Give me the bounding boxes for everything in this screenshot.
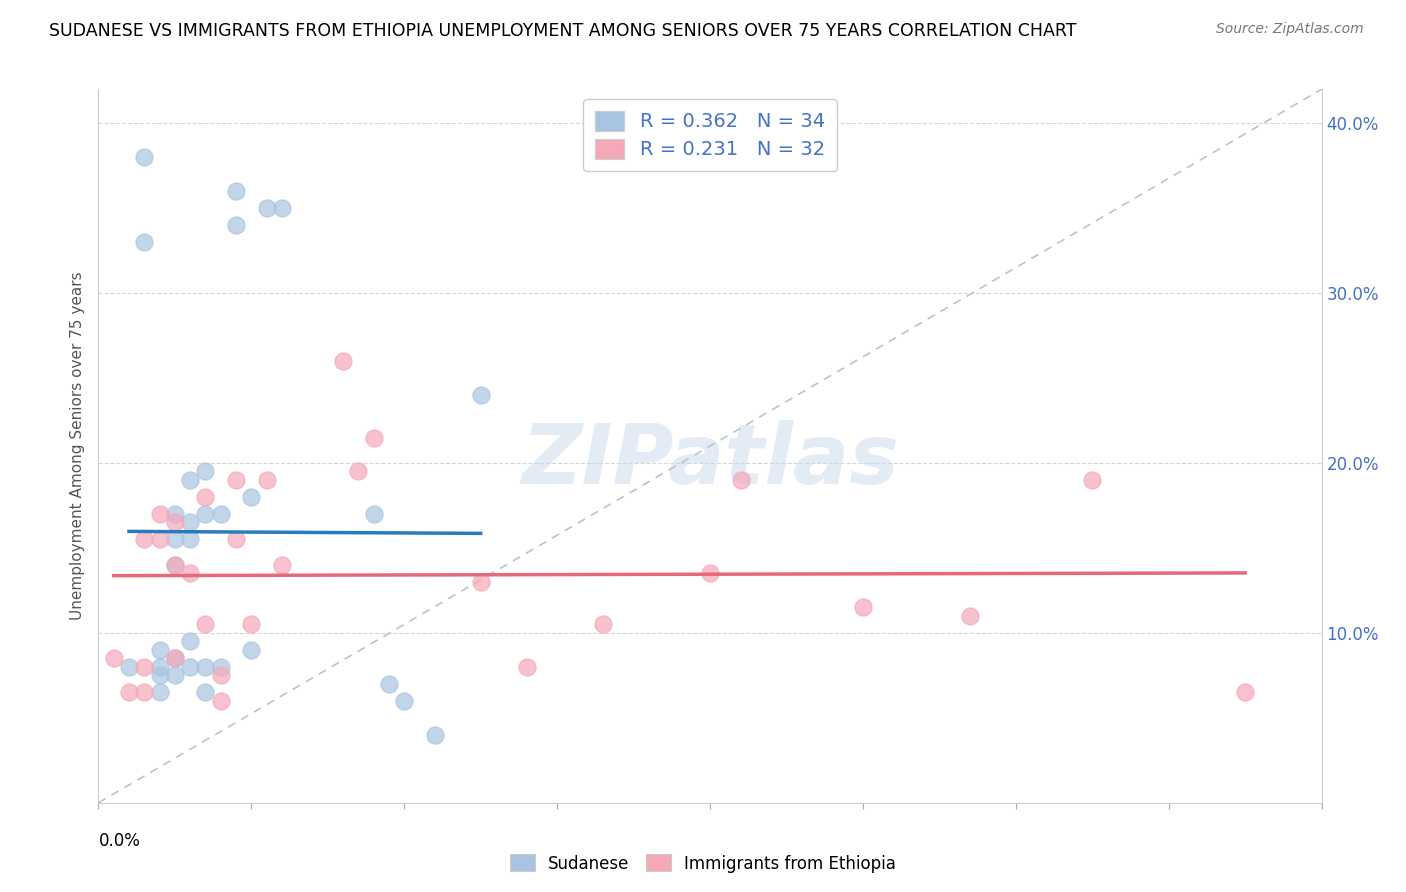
Point — [209, 507, 232, 521]
Point — [347, 465, 370, 479]
Point — [225, 218, 247, 232]
Point — [149, 668, 172, 682]
Point — [149, 533, 172, 547]
Point — [240, 490, 263, 504]
Point — [163, 558, 186, 572]
Point — [134, 660, 156, 674]
Point — [852, 600, 875, 615]
Point — [194, 465, 217, 479]
Point — [423, 728, 446, 742]
Point — [470, 388, 492, 402]
Point — [392, 694, 416, 708]
Point — [240, 617, 263, 632]
Point — [118, 660, 141, 674]
Point — [209, 668, 232, 682]
Point — [592, 617, 614, 632]
Legend: Sudanese, Immigrants from Ethiopia: Sudanese, Immigrants from Ethiopia — [503, 847, 903, 880]
Point — [270, 201, 294, 215]
Point — [256, 473, 278, 487]
Point — [270, 558, 294, 572]
Point — [256, 201, 278, 215]
Point — [179, 566, 201, 581]
Point — [149, 643, 172, 657]
Point — [179, 516, 201, 530]
Point — [209, 660, 232, 674]
Point — [134, 685, 156, 699]
Point — [149, 660, 172, 674]
Point — [179, 634, 201, 648]
Point — [194, 660, 217, 674]
Point — [163, 533, 186, 547]
Text: Source: ZipAtlas.com: Source: ZipAtlas.com — [1216, 22, 1364, 37]
Point — [516, 660, 538, 674]
Point — [194, 617, 217, 632]
Point — [134, 235, 156, 249]
Point — [363, 507, 385, 521]
Point — [225, 533, 247, 547]
Point — [225, 473, 247, 487]
Y-axis label: Unemployment Among Seniors over 75 years: Unemployment Among Seniors over 75 years — [70, 272, 86, 620]
Point — [959, 608, 981, 623]
Point — [332, 354, 354, 368]
Point — [149, 685, 172, 699]
Point — [1081, 473, 1104, 487]
Legend: R = 0.362   N = 34, R = 0.231   N = 32: R = 0.362 N = 34, R = 0.231 N = 32 — [583, 99, 837, 171]
Point — [363, 430, 385, 444]
Point — [240, 643, 263, 657]
Point — [225, 184, 247, 198]
Point — [194, 685, 217, 699]
Point — [194, 490, 217, 504]
Text: ZIPatlas: ZIPatlas — [522, 420, 898, 500]
Point — [378, 677, 401, 691]
Point — [194, 507, 217, 521]
Point — [163, 651, 186, 665]
Point — [163, 651, 186, 665]
Point — [163, 558, 186, 572]
Point — [163, 507, 186, 521]
Point — [179, 660, 201, 674]
Point — [149, 507, 172, 521]
Point — [103, 651, 125, 665]
Point — [163, 668, 186, 682]
Point — [699, 566, 721, 581]
Point — [730, 473, 752, 487]
Point — [163, 516, 186, 530]
Text: 0.0%: 0.0% — [98, 831, 141, 849]
Text: SUDANESE VS IMMIGRANTS FROM ETHIOPIA UNEMPLOYMENT AMONG SENIORS OVER 75 YEARS CO: SUDANESE VS IMMIGRANTS FROM ETHIOPIA UNE… — [49, 22, 1077, 40]
Point — [209, 694, 232, 708]
Point — [470, 574, 492, 589]
Point — [179, 473, 201, 487]
Point — [1234, 685, 1257, 699]
Point — [179, 533, 201, 547]
Point — [134, 533, 156, 547]
Point — [134, 150, 156, 164]
Point — [118, 685, 141, 699]
